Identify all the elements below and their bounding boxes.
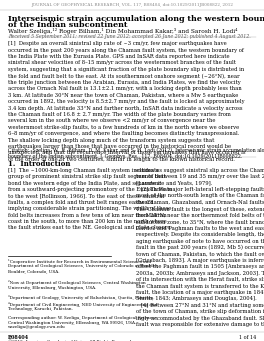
Text: Received 5 September 2011; revised 22 June 2012; accepted 26 June 2012; publishe: Received 5 September 2011; revised 22 Ju… (8, 34, 251, 39)
Text: ©2012. American Geophysical Union. All Rights Reserved.
0148-0227/12/2011JB00882: ©2012. American Geophysical Union. All R… (8, 339, 133, 341)
Text: ⁴Department of Civil Engineering, NED University of Engineering and
Technology, : ⁴Department of Civil Engineering, NED Un… (8, 302, 157, 311)
Text: 1 of 14: 1 of 14 (239, 335, 256, 340)
Text: Citation:  Szeliga, W., R. Bilham, D. M. Kakar, and S. H. Lodi (2012), Interseis: Citation: Szeliga, W., R. Bilham, D. M. … (8, 148, 264, 159)
Text: ²Now at Department of Geological Sciences, Central Washington
University, Ellens: ²Now at Department of Geological Science… (8, 280, 146, 290)
Text: [1]  Despite an overall sinistral slip rate of ~3 cm/yr, few major earthquakes h: [1] Despite an overall sinistral slip ra… (8, 41, 246, 162)
Text: of the Indian subcontinent: of the Indian subcontinent (8, 21, 128, 29)
Text: Walter Szeliga,¹² Roger Bilham,¹ Din Mohammad Kakar,³ and Sarosh H. Lodi⁴: Walter Szeliga,¹² Roger Bilham,¹ Din Moh… (8, 28, 237, 34)
Text: B08404: B08404 (8, 335, 29, 340)
Text: Corresponding author: W. Szeliga, Department of Geological Sciences,
Central Was: Corresponding author: W. Szeliga, Depart… (8, 316, 158, 329)
Text: 1.  Introduction: 1. Introduction (8, 160, 70, 168)
Text: JOURNAL OF GEOPHYSICAL RESEARCH, VOL. 117, B08404, doi:10.1029/2011JB008822, 201: JOURNAL OF GEOPHYSICAL RESEARCH, VOL. 11… (31, 3, 233, 8)
Text: Interseismic strain accumulation along the western boundary: Interseismic strain accumulation along t… (8, 15, 264, 23)
Text: ³Department of Geology, University of Baluchistan, Quetta, Pakistan.: ³Department of Geology, University of Ba… (8, 295, 154, 300)
Text: ¹Cooperative Institute for Research in Environmental Sciences and
Department of : ¹Cooperative Institute for Research in E… (8, 259, 158, 273)
Text: estimates suggest sinistral slip across the Chaman fault sys-
tem of between 19 : estimates suggest sinistral slip across … (136, 168, 264, 327)
Text: [1]  The ~1000-km-long Chaman fault system includes a
group of prominent sinistr: [1] The ~1000-km-long Chaman fault syste… (8, 168, 172, 231)
